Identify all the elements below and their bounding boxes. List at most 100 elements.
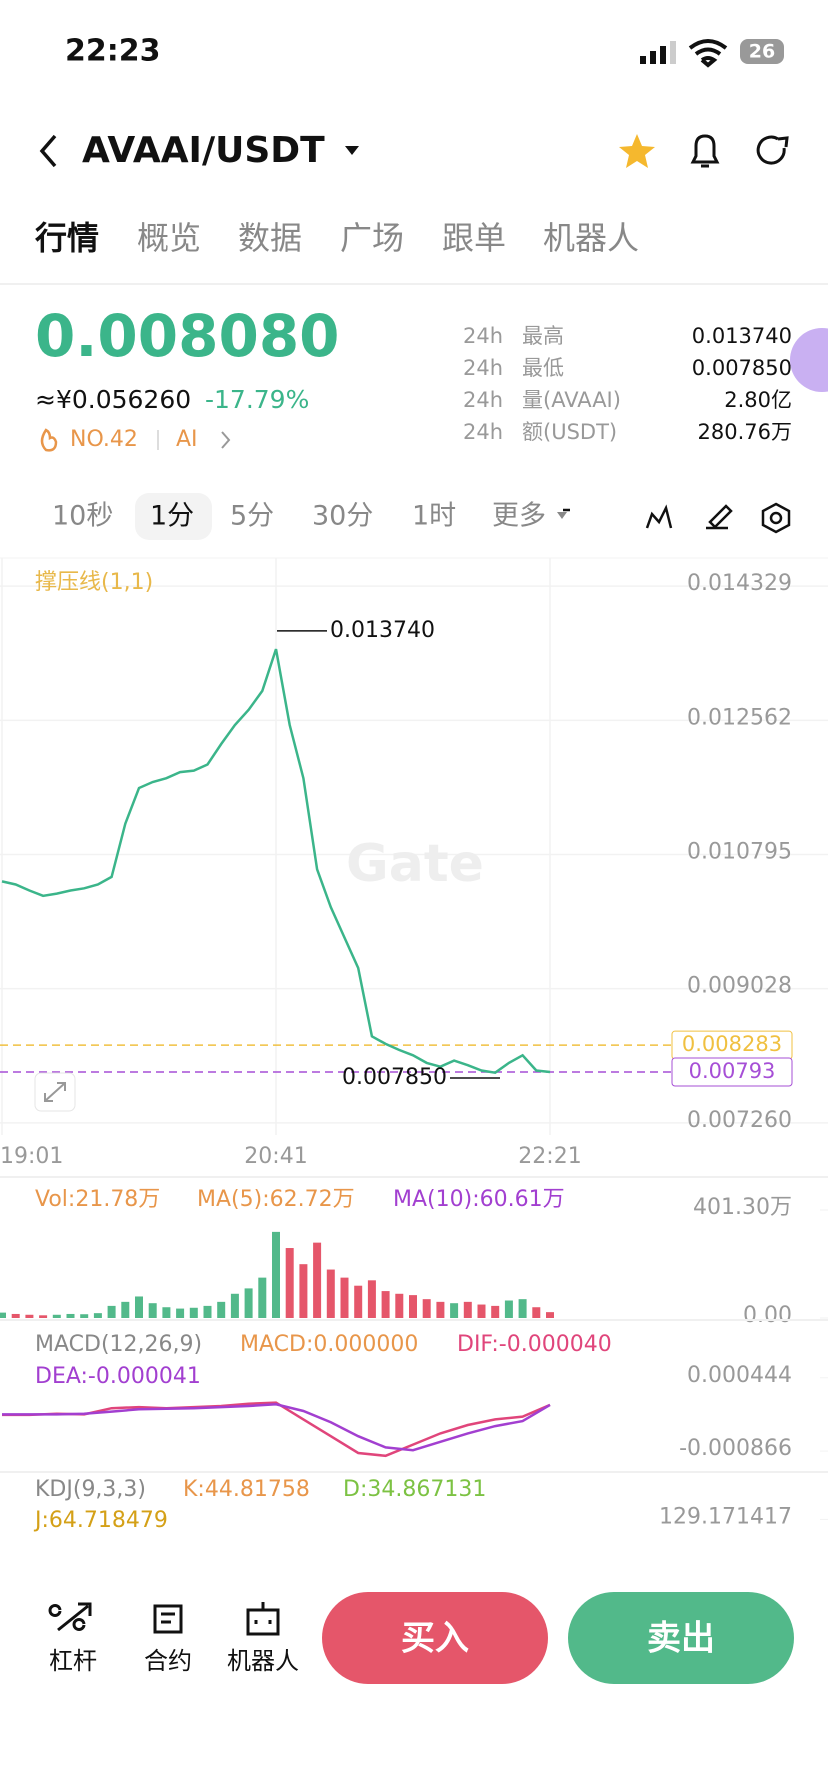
volume-bar xyxy=(450,1303,459,1318)
y-tick-label: 0.009028 xyxy=(687,974,792,999)
volume-bar xyxy=(258,1277,267,1318)
stat-period: 24h xyxy=(463,324,503,348)
volume-bar xyxy=(244,1288,253,1318)
volume-bar xyxy=(326,1269,335,1318)
y-tick-label: 0.007260 xyxy=(687,1108,792,1133)
interval[interactable]: 1时 xyxy=(412,501,456,532)
leverage-icon[interactable] xyxy=(48,1602,92,1632)
stat-value: 280.76万 xyxy=(698,420,792,444)
volume-bar xyxy=(162,1307,171,1318)
volume-bar xyxy=(0,1312,6,1318)
legend-entry: DIF:-0.000040 xyxy=(457,1332,612,1357)
volume-bar xyxy=(463,1301,472,1318)
settings-icon[interactable] xyxy=(761,502,791,534)
reference-label: 0.008283 xyxy=(682,1032,782,1056)
volume-bar xyxy=(93,1313,102,1318)
indicator-label: 撑压线(1,1) xyxy=(35,570,153,595)
volume-bar xyxy=(546,1312,554,1318)
sell-button[interactable] xyxy=(568,1592,794,1684)
tag-arrow[interactable] xyxy=(221,431,231,449)
volume-bar xyxy=(532,1307,541,1318)
reference-label: 0.00793 xyxy=(689,1059,776,1083)
volume-bar xyxy=(217,1301,226,1318)
volume-bar xyxy=(285,1248,294,1318)
volume-bar xyxy=(367,1280,376,1318)
volume-bar xyxy=(52,1314,61,1318)
volume-bar xyxy=(477,1304,486,1318)
tab[interactable]: 行情 xyxy=(35,219,99,257)
x-tick-label: 19:01 xyxy=(0,1144,63,1169)
action-label[interactable]: 杠杆 xyxy=(49,1647,97,1675)
indicator-line xyxy=(2,1403,551,1452)
action-label[interactable]: 机器人 xyxy=(227,1647,299,1675)
futures-icon[interactable] xyxy=(153,1604,183,1634)
alert-bell[interactable] xyxy=(690,134,720,168)
battery-level: 26 xyxy=(749,41,775,63)
volume-bar xyxy=(409,1295,417,1318)
draw-icon[interactable] xyxy=(706,504,733,530)
extreme-label: 0.007850 xyxy=(342,1065,447,1090)
volume-bar xyxy=(176,1308,185,1318)
price-line xyxy=(1,648,551,1075)
more-caret[interactable] xyxy=(557,512,567,519)
y-tick-label: 0.00 xyxy=(743,1303,792,1328)
legend-entry: MACD(12,26,9) xyxy=(35,1332,202,1357)
reference-label-box xyxy=(671,1057,793,1087)
volume-bar xyxy=(381,1291,390,1318)
extreme-label: 0.013740 xyxy=(330,618,435,643)
stat-period: 24h xyxy=(463,388,503,412)
volume-bar xyxy=(11,1313,20,1318)
volume-bar xyxy=(25,1314,34,1318)
interval[interactable]: 5分 xyxy=(230,501,274,532)
interval[interactable]: 10秒 xyxy=(52,501,113,532)
rank: NO.42 xyxy=(70,427,138,452)
stats: 24h 最高 0.013740 24h 最低 0.007850 24h 量(AVAAI) 2.8… xyxy=(463,324,792,444)
signal-icon xyxy=(640,41,676,64)
tab[interactable]: 跟单 xyxy=(442,219,506,257)
buy-button[interactable] xyxy=(322,1592,548,1684)
interval[interactable]: 1分 xyxy=(150,501,194,532)
volume-bar xyxy=(354,1285,363,1318)
tab[interactable]: 数据 xyxy=(238,219,302,257)
y-tick-label: 0.010795 xyxy=(687,839,792,864)
volume-bar xyxy=(504,1300,513,1318)
interval[interactable]: 更多 xyxy=(492,501,546,532)
favorite-star[interactable] xyxy=(619,134,655,168)
stat-label: 最高 xyxy=(522,324,564,348)
assistant-bubble[interactable] xyxy=(790,328,828,392)
legend-entry: D:34.867131 xyxy=(343,1477,486,1502)
volume-bar xyxy=(299,1264,308,1318)
indicator-line xyxy=(2,1401,551,1458)
pair-dropdown[interactable] xyxy=(345,146,359,155)
watermark: Gate xyxy=(346,834,484,894)
tab[interactable]: 机器人 xyxy=(543,219,639,257)
sell-label[interactable]: 卖出 xyxy=(647,1619,715,1659)
hot-icon xyxy=(40,428,58,452)
share-button[interactable] xyxy=(756,135,789,165)
expand-icon xyxy=(44,1082,66,1102)
stat-value: 0.007850 xyxy=(692,356,792,380)
legend-entry: K:44.81758 xyxy=(183,1477,310,1502)
legend-entry: Vol:21.78万 xyxy=(35,1187,160,1212)
pair-title[interactable]: AVAAI/USDT xyxy=(82,130,325,171)
indicator-icon[interactable] xyxy=(563,504,673,529)
volume-bar xyxy=(340,1277,349,1318)
action-label[interactable]: 合约 xyxy=(144,1647,192,1675)
volume-bar xyxy=(230,1293,239,1318)
volume-bar xyxy=(491,1305,500,1318)
legend-entry: MA(10):60.61万 xyxy=(393,1187,565,1212)
tab[interactable]: 概览 xyxy=(137,219,201,257)
volume-bar xyxy=(135,1296,143,1318)
bot-icon[interactable] xyxy=(246,1602,280,1636)
tab[interactable]: 广场 xyxy=(340,219,404,257)
volume-bar xyxy=(107,1305,116,1318)
volume-bar xyxy=(422,1299,431,1318)
stat-value: 0.013740 xyxy=(692,324,792,348)
y-tick-label: 401.30万 xyxy=(693,1195,792,1220)
tag[interactable]: AI xyxy=(176,427,198,452)
charts: 0.014329 0.012562 0.010795 0.009028 0.007260… xyxy=(0,558,828,1533)
buy-label[interactable]: 买入 xyxy=(401,1619,469,1659)
back-button[interactable] xyxy=(39,134,57,168)
interval[interactable]: 30分 xyxy=(312,501,373,532)
